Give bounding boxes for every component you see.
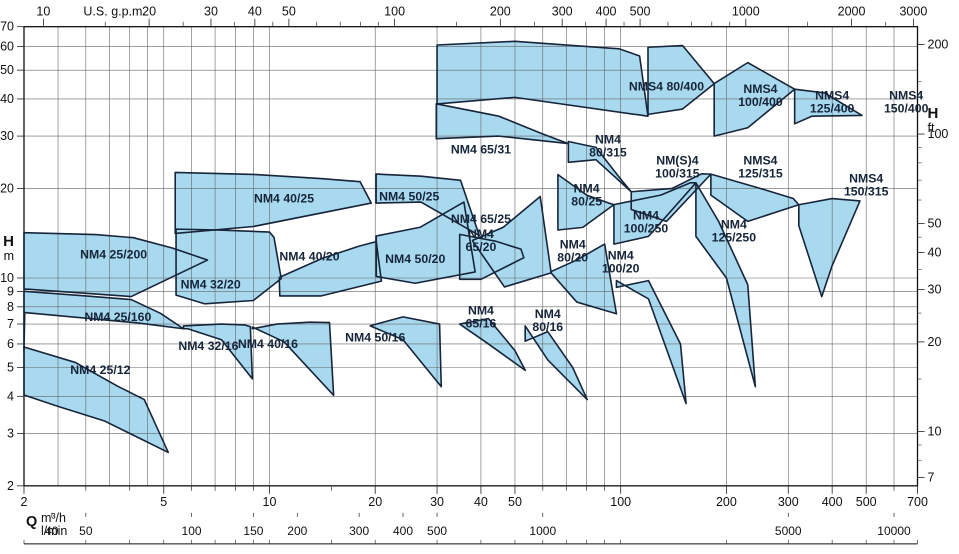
svg-text:300: 300 [778, 495, 799, 509]
svg-text:50: 50 [508, 495, 522, 509]
svg-text:NM4 50/20: NM4 50/20 [385, 252, 445, 266]
svg-text:60: 60 [0, 40, 14, 54]
svg-text:10: 10 [36, 5, 50, 19]
svg-text:NM4 40/25: NM4 40/25 [254, 192, 314, 206]
svg-text:NM4 32/20: NM4 32/20 [181, 278, 241, 292]
svg-text:NM4 40/16: NM4 40/16 [238, 337, 298, 351]
svg-text:NM4 25/200: NM4 25/200 [80, 247, 147, 261]
svg-text:NM4 65/25: NM4 65/25 [451, 212, 511, 226]
svg-text:50: 50 [79, 524, 93, 538]
svg-text:4: 4 [7, 389, 14, 403]
svg-text:2: 2 [21, 495, 28, 509]
svg-text:40: 40 [474, 495, 488, 509]
svg-text:500: 500 [427, 524, 447, 538]
svg-text:H: H [3, 233, 14, 250]
svg-text:H: H [928, 105, 939, 122]
svg-text:NM4 50/16: NM4 50/16 [345, 331, 405, 345]
svg-text:NM4 50/25: NM4 50/25 [379, 189, 439, 203]
svg-text:400: 400 [393, 524, 413, 538]
svg-text:40: 40 [248, 5, 262, 19]
svg-text:30: 30 [0, 129, 14, 143]
svg-text:NM4 25/12: NM4 25/12 [70, 363, 130, 377]
svg-text:400: 400 [822, 495, 843, 509]
svg-text:10000: 10000 [877, 524, 911, 538]
svg-text:5: 5 [160, 495, 167, 509]
svg-text:700: 700 [907, 495, 928, 509]
svg-text:20: 20 [368, 495, 382, 509]
svg-text:200: 200 [716, 495, 737, 509]
svg-text:NM4 65/31: NM4 65/31 [451, 143, 511, 157]
svg-text:2: 2 [7, 479, 14, 493]
svg-text:50: 50 [282, 5, 296, 19]
svg-text:40: 40 [928, 245, 942, 259]
svg-text:20: 20 [928, 335, 942, 349]
svg-text:300: 300 [349, 524, 369, 538]
svg-text:30: 30 [430, 495, 444, 509]
svg-text:500: 500 [856, 495, 877, 509]
svg-text:ft: ft [928, 121, 935, 135]
svg-text:200: 200 [287, 524, 307, 538]
svg-text:400: 400 [596, 5, 617, 19]
svg-text:3: 3 [7, 426, 14, 440]
svg-text:150: 150 [243, 524, 263, 538]
svg-text:1000: 1000 [732, 5, 760, 19]
svg-text:7: 7 [928, 470, 935, 484]
svg-text:20: 20 [0, 181, 14, 195]
svg-text:2000: 2000 [838, 5, 866, 19]
svg-text:m³/h: m³/h [41, 511, 66, 525]
svg-text:30: 30 [204, 5, 218, 19]
svg-text:6: 6 [7, 337, 14, 351]
svg-text:10: 10 [263, 495, 277, 509]
svg-text:70: 70 [0, 20, 14, 34]
svg-text:50: 50 [928, 217, 942, 231]
svg-text:7: 7 [7, 317, 14, 331]
svg-text:100: 100 [610, 495, 631, 509]
svg-text:m: m [4, 249, 14, 263]
svg-text:40: 40 [0, 92, 14, 106]
svg-text:5: 5 [7, 361, 14, 375]
svg-text:300: 300 [552, 5, 573, 19]
svg-text:10: 10 [928, 424, 942, 438]
svg-text:10: 10 [0, 271, 14, 285]
svg-text:500: 500 [630, 5, 651, 19]
svg-text:100: 100 [182, 524, 202, 538]
svg-text:3000: 3000 [899, 5, 927, 19]
svg-text:NM4 32/16: NM4 32/16 [178, 339, 238, 353]
svg-text:30: 30 [928, 283, 942, 297]
svg-text:U.S. g.p.m.: U.S. g.p.m. [83, 5, 146, 19]
svg-text:9: 9 [7, 285, 14, 299]
svg-text:100: 100 [384, 5, 405, 19]
svg-text:50: 50 [0, 63, 14, 77]
svg-text:8: 8 [7, 300, 14, 314]
svg-text:5000: 5000 [775, 524, 802, 538]
svg-text:1000: 1000 [529, 524, 556, 538]
svg-text:NM4 40/20: NM4 40/20 [279, 250, 339, 264]
svg-text:Q: Q [26, 514, 37, 530]
svg-text:NMS4 80/400: NMS4 80/400 [629, 80, 704, 94]
svg-text:40: 40 [45, 524, 59, 538]
svg-text:200: 200 [928, 38, 949, 52]
svg-text:200: 200 [490, 5, 511, 19]
svg-text:NM4 25/160: NM4 25/160 [84, 310, 151, 324]
